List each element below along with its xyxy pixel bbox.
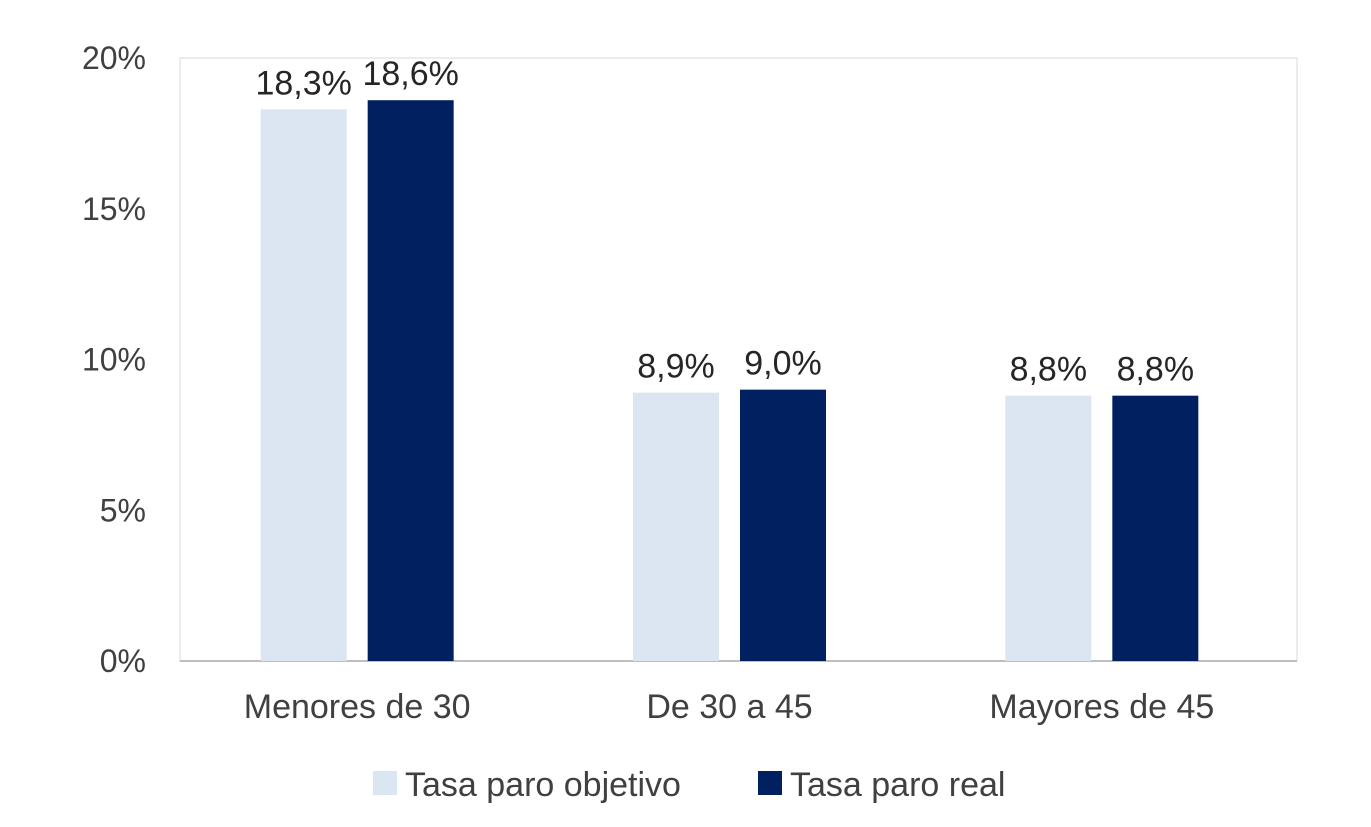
x-tick-label: Menores de 30 [244, 688, 471, 726]
y-tick-label: 20% [82, 40, 146, 76]
legend: Tasa paro objetivo Tasa paro real [373, 766, 1005, 804]
legend-swatch [373, 771, 397, 795]
bar [633, 392, 719, 661]
bars [260, 100, 1199, 661]
y-tick-label: 5% [100, 492, 146, 528]
data-label: 18,3% [255, 64, 351, 102]
x-axis: Menores de 30 De 30 a 45 Mayores de 45 [244, 688, 1215, 726]
data-labels: 18,3% 18,6% 8,9% 9,0% 8,8% 8,8% [255, 55, 1194, 388]
data-label: 9,0% [744, 345, 822, 383]
data-label: 8,9% [637, 348, 715, 386]
bar [367, 100, 454, 661]
bar [1112, 395, 1199, 661]
legend-label: Tasa paro real [790, 766, 1005, 804]
bar [1005, 395, 1092, 661]
x-tick-label: Mayores de 45 [989, 688, 1214, 726]
y-tick-label: 0% [100, 643, 146, 679]
bar [260, 109, 347, 661]
y-tick-label: 15% [82, 191, 146, 227]
data-label: 8,8% [1117, 351, 1195, 389]
y-tick-label: 10% [82, 342, 146, 378]
plot-area [179, 57, 1298, 662]
data-label: 8,8% [1010, 351, 1088, 389]
bar [740, 389, 826, 661]
legend-label: Tasa paro objetivo [405, 766, 681, 804]
data-label: 18,6% [362, 55, 458, 93]
x-tick-label: De 30 a 45 [646, 688, 812, 726]
y-axis: 0% 5% 10% 15% 20% [82, 40, 146, 679]
legend-swatch [758, 771, 782, 795]
